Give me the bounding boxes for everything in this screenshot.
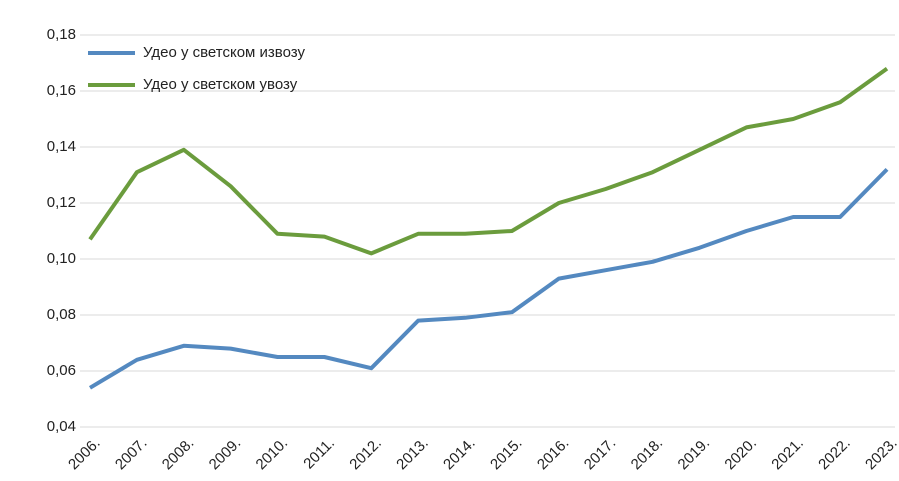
x-tick-label: 2009. [206, 435, 245, 474]
x-tick-label: 2023. [862, 435, 899, 474]
x-tick-label: 2017. [581, 435, 620, 474]
x-tick-label: 2007. [112, 435, 151, 474]
x-tick-label: 2022. [815, 435, 854, 474]
x-tick-label: 2019. [675, 435, 714, 474]
x-tick-label: 2008. [159, 435, 198, 474]
x-tick-label: 2013. [393, 435, 432, 474]
x-tick-label: 2016. [534, 435, 573, 474]
y-tick-label: 0,08 [47, 306, 76, 323]
x-tick-label: 2011. [300, 435, 338, 473]
series-line [88, 167, 889, 390]
y-tick-label: 0,04 [47, 418, 76, 435]
legend-label: Удео у светском извозу [143, 44, 305, 61]
x-tick-label: 2014. [440, 435, 479, 474]
y-tick-label: 0,10 [47, 250, 76, 267]
x-tick-label: 2021. [768, 435, 807, 474]
y-tick-label: 0,16 [47, 82, 76, 99]
x-tick-label: 2012. [346, 435, 385, 474]
x-tick-label: 2020. [721, 435, 760, 474]
y-tick-label: 0,18 [47, 26, 76, 43]
y-tick-label: 0,06 [47, 362, 76, 379]
series-line [88, 66, 889, 256]
x-tick-label: 2018. [628, 435, 667, 474]
y-tick-label: 0,14 [47, 138, 76, 155]
y-tick-label: 0,12 [47, 194, 76, 211]
x-tick-label: 2006. [65, 435, 104, 474]
x-tick-label: 2010. [253, 435, 292, 474]
legend-label: Удео у светском увозу [143, 76, 298, 93]
x-tick-label: 2015. [487, 435, 526, 474]
